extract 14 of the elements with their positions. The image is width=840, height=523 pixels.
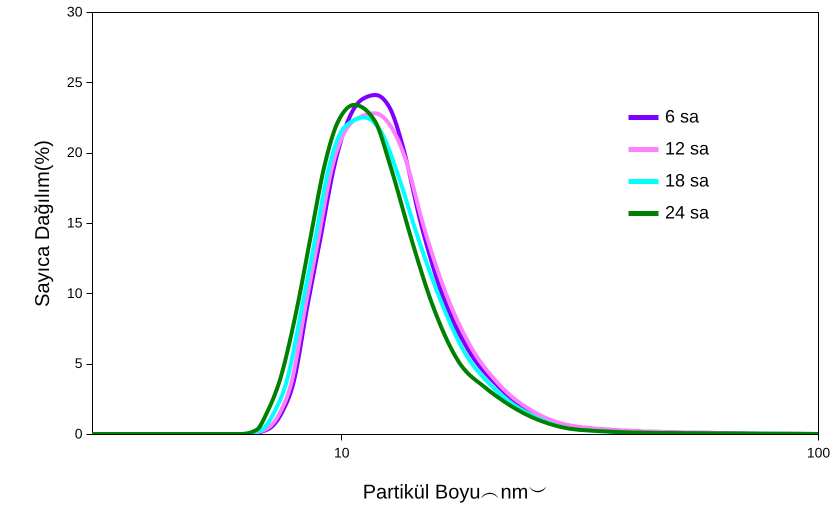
y-tick-label: 10 [66,284,83,301]
x-tick-label: 100 [806,444,830,460]
y-tick-label: 25 [66,74,83,90]
legend-label: 12 sa [665,138,710,158]
y-tick-label: 15 [66,214,83,230]
x-axis-title: Partikül Boyu︵nm︶ [362,482,548,504]
y-tick-label: 5 [74,355,83,372]
y-axis-title: Sayıca Dağılım(%) [32,140,54,307]
y-tick-label: 20 [66,144,83,160]
y-tick-label: 0 [74,426,83,442]
legend-label: 18 sa [665,170,710,190]
y-tick-label: 30 [66,4,83,20]
legend-label: 24 sa [665,202,710,222]
legend-label: 6 sa [665,106,700,126]
